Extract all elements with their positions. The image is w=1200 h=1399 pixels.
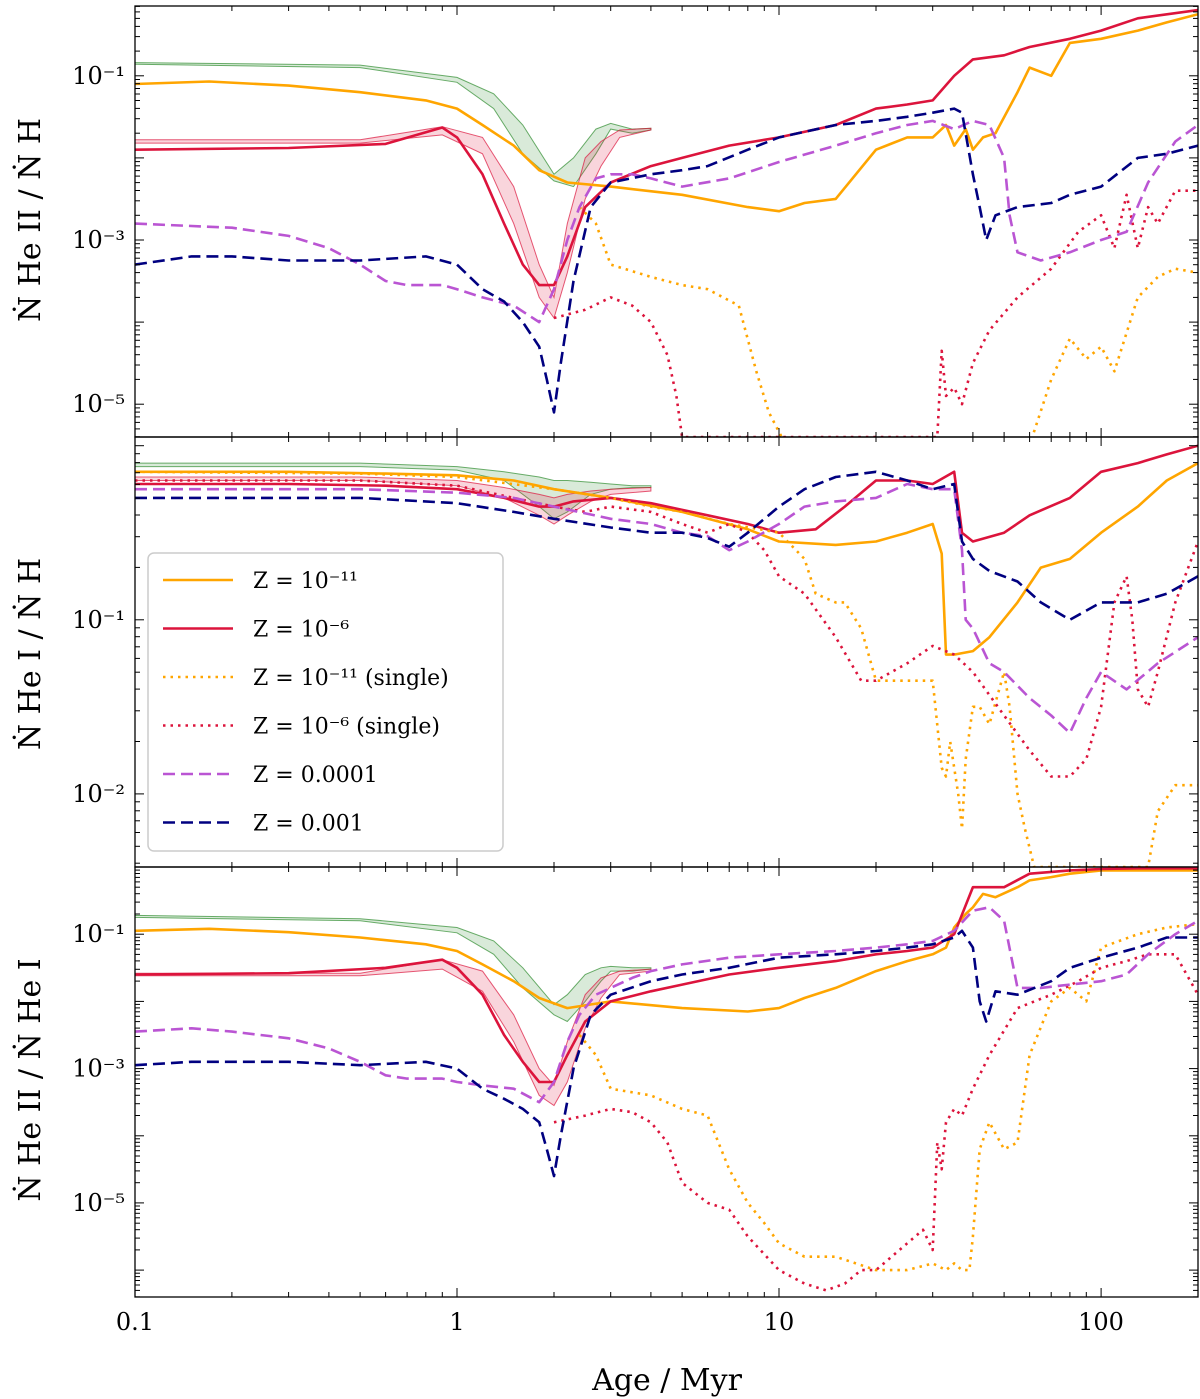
panel-1-x-ticks bbox=[134, 437, 1199, 867]
legend-label-1: Z = 10⁻⁶ bbox=[253, 618, 349, 643]
x-tick-label-0: 0.1 bbox=[116, 1308, 154, 1336]
panel-1-plot-area bbox=[135, 444, 1198, 867]
panel-2-ytick-label-0: 10⁻¹ bbox=[72, 920, 125, 948]
panel-0-ylabel: Ṅ He II / Ṅ H bbox=[12, 118, 48, 322]
panel-1-ytick-label-1: 10⁻² bbox=[72, 780, 125, 808]
panel-1-series-4 bbox=[135, 482, 1198, 735]
panel-0-band-1 bbox=[135, 126, 652, 320]
panel-he1-over-h: Ṅ He I / Ṅ H 10⁻¹ 10⁻² bbox=[12, 436, 1199, 868]
panel-2-ytick-label-1: 10⁻³ bbox=[72, 1055, 125, 1083]
panel-2-plot-area bbox=[135, 867, 1198, 1292]
x-tick-label-3: 100 bbox=[1078, 1308, 1124, 1336]
panel-2-series-1 bbox=[135, 867, 1198, 1084]
panel-0-ytick-label-1: 10⁻³ bbox=[72, 226, 125, 254]
panel-0-series-3 bbox=[553, 189, 1198, 437]
legend-label-4: Z = 0.0001 bbox=[253, 763, 378, 788]
legend-frame bbox=[147, 552, 504, 852]
panel-2-series-2 bbox=[578, 922, 1198, 1272]
x-tick-label-2: 10 bbox=[764, 1308, 795, 1336]
panel-2-ytick-label-2: 10⁻⁵ bbox=[72, 1189, 125, 1217]
panel-he2-over-h: Ṅ He II / Ṅ H 10⁻¹ 10⁻³ 10⁻⁵ bbox=[12, 5, 1199, 438]
panel-2-y-ticks bbox=[135, 866, 1198, 1298]
panel-1-series-5 bbox=[135, 470, 1198, 622]
panel-0-series-1 bbox=[135, 8, 1198, 287]
panel-0-ytick-label-2: 10⁻⁵ bbox=[72, 390, 125, 418]
panel-1-series-3 bbox=[135, 479, 1198, 778]
panel-0-x-ticks bbox=[134, 6, 1199, 437]
legend-label-5: Z = 0.001 bbox=[253, 812, 364, 837]
panel-1-series-0 bbox=[135, 461, 1198, 656]
panel-0-series-5 bbox=[135, 107, 1198, 414]
panel-0-series-4 bbox=[135, 119, 1198, 324]
panel-1-series-1 bbox=[135, 444, 1198, 543]
legend-label-3: Z = 10⁻⁶ (single) bbox=[253, 715, 440, 740]
panel-2-series-5 bbox=[135, 929, 1198, 1178]
x-tick-labels: 0.1 1 10 100 bbox=[116, 1308, 1124, 1336]
panel-2-series-0 bbox=[135, 869, 1198, 1013]
x-axis-label: Age / Myr bbox=[591, 1363, 742, 1398]
panel-0-plot-area bbox=[135, 8, 1198, 437]
panel-1-y-ticks bbox=[135, 445, 1198, 864]
panel-0-series-0 bbox=[135, 12, 1198, 213]
panel-he2-over-he1: Ṅ He II / Ṅ He I 10⁻¹ 10⁻³ 10⁻⁵ bbox=[12, 866, 1199, 1298]
panel-0-series-2 bbox=[578, 206, 1198, 437]
panel-0-y-ticks bbox=[135, 5, 1198, 438]
legend-label-2: Z = 10⁻¹¹ (single) bbox=[253, 666, 449, 691]
panel-2-frame bbox=[134, 866, 1199, 1298]
panel-1-ylabel: Ṅ He I / Ṅ H bbox=[12, 558, 48, 750]
panel-2-x-ticks bbox=[134, 867, 1199, 1297]
legend-label-0: Z = 10⁻¹¹ bbox=[253, 569, 358, 594]
legend: Z = 10⁻¹¹ Z = 10⁻⁶ Z = 10⁻¹¹ (single) Z = 1… bbox=[147, 552, 504, 852]
panel-1-ytick-label-0: 10⁻¹ bbox=[72, 606, 125, 634]
panel-0-ytick-label-0: 10⁻¹ bbox=[72, 62, 125, 90]
panel-2-ylabel: Ṅ He II / Ṅ He I bbox=[12, 958, 48, 1201]
x-tick-label-1: 1 bbox=[449, 1308, 464, 1336]
